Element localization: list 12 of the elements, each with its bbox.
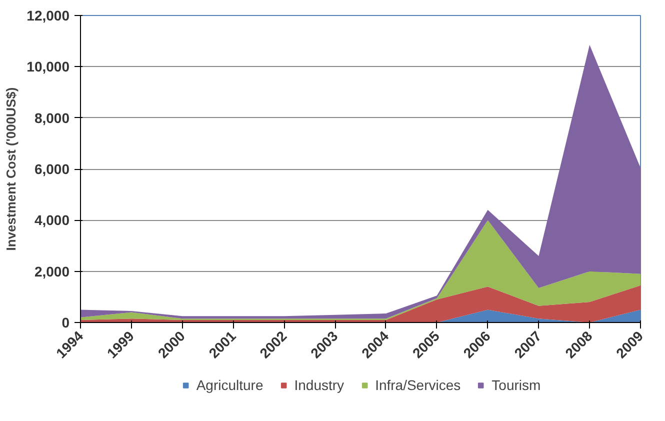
legend-label: Agriculture <box>196 377 264 393</box>
legend-label: Industry <box>294 377 344 393</box>
y-tick-label: 6,000 <box>34 161 70 177</box>
y-tick-label: 12,000 <box>26 8 70 24</box>
y-tick-label: 0 <box>62 314 70 330</box>
legend-label: Tourism <box>492 377 541 393</box>
y-tick-label: 8,000 <box>34 110 70 126</box>
y-axis-title: Investment Cost ('000US$) <box>4 87 19 251</box>
legend-label: Infra/Services <box>375 377 461 393</box>
y-tick-label: 10,000 <box>26 58 70 75</box>
y-tick-label: 4,000 <box>34 212 70 228</box>
y-tick-label: 2,000 <box>34 263 70 280</box>
